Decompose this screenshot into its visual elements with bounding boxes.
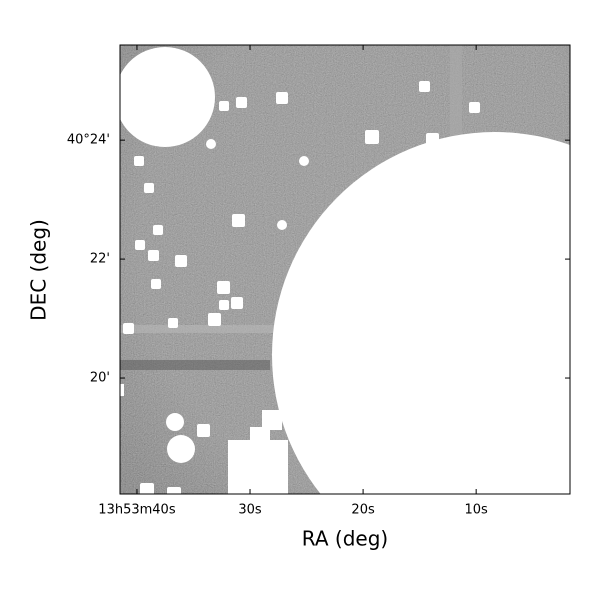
y-tick-label: 40°24' [67,133,110,148]
y-tick-label: 20' [90,371,110,386]
x-axis-label: RA (deg) [302,527,388,551]
x-tick-label: 13h53m40s [98,503,176,518]
y-axis-label: DEC (deg) [27,219,51,321]
x-tick-label: 10s [464,503,488,518]
y-tick-label: 22' [90,252,110,267]
x-tick-label: 20s [351,503,375,518]
x-tick-label: 30s [238,503,262,518]
image [120,45,570,494]
axes-frame [119,44,571,495]
